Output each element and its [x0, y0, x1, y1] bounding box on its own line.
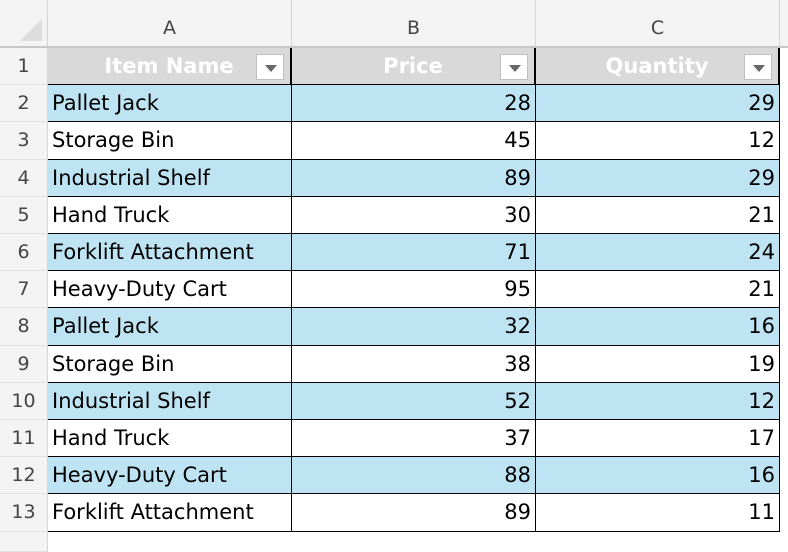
table-cell[interactable]: 30 — [292, 196, 536, 234]
header-cell-quantity[interactable]: Quantity — [536, 48, 780, 86]
table-cell[interactable]: 28 — [292, 85, 536, 123]
table-cell[interactable]: 16 — [536, 308, 780, 346]
row-header-1[interactable]: 1 — [0, 48, 48, 86]
header-label: Quantity — [605, 54, 709, 78]
header-cell-price[interactable]: Price — [292, 48, 536, 86]
table-cell[interactable]: Industrial Shelf — [48, 382, 292, 420]
table-cell[interactable]: Industrial Shelf — [48, 159, 292, 197]
row-header-11[interactable]: 11 — [0, 420, 48, 458]
table-cell[interactable]: 32 — [292, 308, 536, 346]
table-cell[interactable]: 89 — [292, 494, 536, 532]
table-cell[interactable]: 52 — [292, 382, 536, 420]
column-header-a[interactable]: A — [48, 0, 292, 48]
header-cell-item-name[interactable]: Item Name — [48, 48, 292, 86]
row-header-10[interactable]: 10 — [0, 382, 48, 420]
table-cell[interactable]: Heavy-Duty Cart — [48, 457, 292, 495]
table-cell[interactable]: 19 — [536, 345, 780, 383]
table-cell[interactable]: 71 — [292, 234, 536, 272]
table-cell[interactable]: Storage Bin — [48, 345, 292, 383]
table-cell[interactable]: 16 — [536, 457, 780, 495]
row-header-5[interactable]: 5 — [0, 196, 48, 234]
table-cell[interactable]: 45 — [292, 122, 536, 160]
table-cell[interactable]: 24 — [536, 234, 780, 272]
filter-dropdown-icon[interactable] — [256, 54, 284, 80]
table-cell[interactable]: 88 — [292, 457, 536, 495]
select-all-button[interactable] — [0, 0, 48, 48]
row-header-6[interactable]: 6 — [0, 234, 48, 272]
column-header-c[interactable]: C — [536, 0, 780, 48]
table-cell[interactable]: Storage Bin — [48, 122, 292, 160]
header-label: Item Name — [104, 54, 234, 78]
table-cell[interactable]: 12 — [536, 122, 780, 160]
row-header-2[interactable]: 2 — [0, 85, 48, 123]
row-header-8[interactable]: 8 — [0, 308, 48, 346]
table-cell[interactable]: Pallet Jack — [48, 308, 292, 346]
row-header-7[interactable]: 7 — [0, 271, 48, 309]
filter-dropdown-icon[interactable] — [744, 54, 772, 80]
row-header-3[interactable]: 3 — [0, 122, 48, 160]
table-cell[interactable]: 21 — [536, 271, 780, 309]
table-cell[interactable]: 37 — [292, 420, 536, 458]
select-all-triangle-icon — [20, 19, 42, 41]
table-cell[interactable]: 29 — [536, 85, 780, 123]
table-cell[interactable]: 95 — [292, 271, 536, 309]
row-header-4[interactable]: 4 — [0, 159, 48, 197]
column-header-d[interactable] — [780, 0, 788, 48]
row-header-12[interactable]: 12 — [0, 457, 48, 495]
filter-dropdown-icon[interactable] — [500, 54, 528, 80]
table-cell[interactable]: 29 — [536, 159, 780, 197]
table-cell[interactable]: Hand Truck — [48, 196, 292, 234]
column-header-b[interactable]: B — [292, 0, 536, 48]
row-header-9[interactable]: 9 — [0, 345, 48, 383]
table-cell[interactable]: 89 — [292, 159, 536, 197]
table-cell[interactable]: Hand Truck — [48, 420, 292, 458]
table-cell[interactable]: 12 — [536, 382, 780, 420]
table-cell[interactable]: 11 — [536, 494, 780, 532]
table-cell[interactable]: 38 — [292, 345, 536, 383]
table-cell[interactable]: Pallet Jack — [48, 85, 292, 123]
table-cell[interactable]: 17 — [536, 420, 780, 458]
table-cell[interactable]: Forklift Attachment — [48, 494, 292, 532]
row-header-13[interactable]: 13 — [0, 494, 48, 532]
table-cell[interactable]: Forklift Attachment — [48, 234, 292, 272]
table-cell[interactable]: 21 — [536, 196, 780, 234]
header-label: Price — [383, 54, 443, 78]
table-cell[interactable]: Heavy-Duty Cart — [48, 271, 292, 309]
